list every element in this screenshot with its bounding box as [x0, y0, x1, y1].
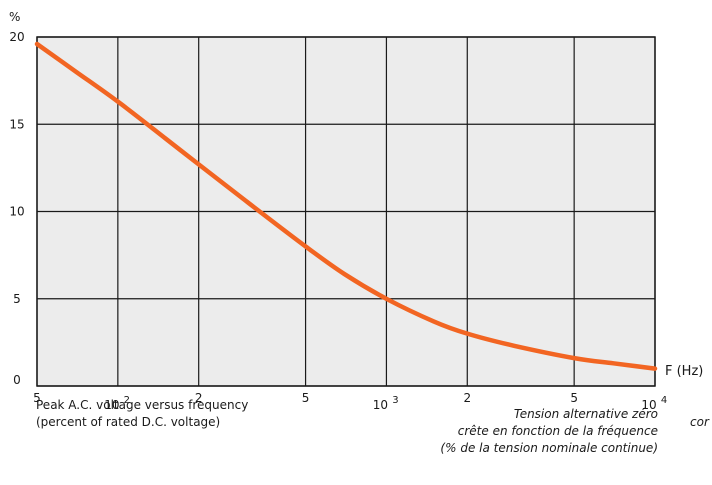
french-caption-line-3: (% de la tension nominale continue) [440, 441, 658, 455]
y-axis-label: % [9, 10, 20, 24]
french-caption-line-2: crête en fonction de la fréquence [457, 424, 658, 438]
x-tick-label-4: 10 [373, 398, 388, 412]
x-axis-label: F (Hz) [665, 364, 703, 379]
x-tick-label-5: 2 [463, 391, 471, 405]
french-caption: Tension alternative zéro crête en foncti… [440, 406, 658, 457]
y-tick-label-3: 15 [9, 117, 24, 131]
x-tick-exponent-1: 2 [124, 395, 130, 406]
x-tick-exponent-7: 4 [661, 395, 667, 406]
x-tick-label-2: 2 [195, 391, 203, 405]
x-tick-label-0: 5 [33, 391, 41, 405]
x-tick-exponent-4: 3 [392, 395, 398, 406]
grid-lines [36, 36, 656, 387]
voltage-curve [34, 41, 658, 371]
x-tick-label-6: 5 [570, 391, 578, 405]
english-caption-line-1: Peak A.C. voltage versus frequency [36, 398, 249, 412]
x-tick-label-7: 10 [641, 398, 656, 412]
english-caption: Peak A.C. voltage versus frequency (perc… [36, 397, 248, 431]
y-tick-label-2: 10 [9, 205, 24, 219]
cut-off-caption: cor [690, 415, 709, 429]
y-tick-label-1: 5 [13, 292, 21, 306]
english-caption-line-2: (percent of rated D.C. voltage) [36, 415, 221, 429]
x-tick-label-1: 10 [104, 398, 119, 412]
y-tick-label-4: 20 [9, 30, 24, 44]
french-caption-line-1: Tension alternative zéro [513, 407, 658, 421]
y-tick-label-0: 0 [13, 373, 21, 387]
x-tick-label-3: 5 [302, 391, 310, 405]
